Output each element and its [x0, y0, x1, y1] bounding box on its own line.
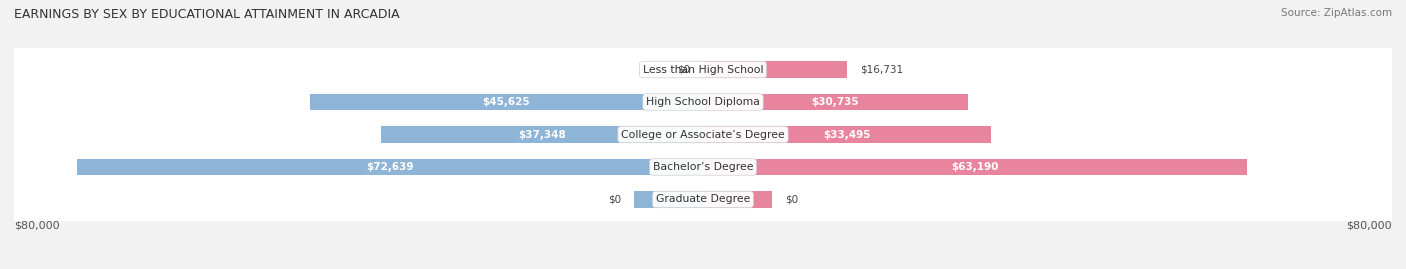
FancyBboxPatch shape — [14, 0, 1392, 269]
Text: $45,625: $45,625 — [482, 97, 530, 107]
FancyBboxPatch shape — [11, 0, 1395, 269]
Text: $33,495: $33,495 — [824, 129, 870, 140]
Bar — [634, 191, 703, 208]
FancyBboxPatch shape — [14, 0, 1392, 269]
Bar — [703, 61, 846, 78]
Text: $80,000: $80,000 — [14, 221, 59, 231]
Text: $30,735: $30,735 — [811, 97, 859, 107]
Text: $0: $0 — [676, 65, 690, 75]
Text: Bachelor’s Degree: Bachelor’s Degree — [652, 162, 754, 172]
Bar — [381, 126, 703, 143]
Text: Source: ZipAtlas.com: Source: ZipAtlas.com — [1281, 8, 1392, 18]
Text: $72,639: $72,639 — [367, 162, 413, 172]
Text: $0: $0 — [785, 194, 799, 204]
FancyBboxPatch shape — [11, 0, 1395, 269]
Text: $37,348: $37,348 — [519, 129, 567, 140]
FancyBboxPatch shape — [11, 0, 1395, 269]
Text: Graduate Degree: Graduate Degree — [655, 194, 751, 204]
Bar — [703, 158, 1247, 175]
Text: $16,731: $16,731 — [860, 65, 903, 75]
Bar — [311, 94, 703, 111]
FancyBboxPatch shape — [14, 0, 1392, 269]
Text: $63,190: $63,190 — [952, 162, 998, 172]
Text: $0: $0 — [607, 194, 621, 204]
FancyBboxPatch shape — [14, 0, 1392, 269]
FancyBboxPatch shape — [14, 0, 1392, 269]
Text: EARNINGS BY SEX BY EDUCATIONAL ATTAINMENT IN ARCADIA: EARNINGS BY SEX BY EDUCATIONAL ATTAINMEN… — [14, 8, 399, 21]
FancyBboxPatch shape — [11, 0, 1395, 269]
Text: High School Diploma: High School Diploma — [647, 97, 759, 107]
Bar — [77, 158, 703, 175]
Bar — [703, 191, 772, 208]
Bar — [703, 94, 967, 111]
Text: College or Associate’s Degree: College or Associate’s Degree — [621, 129, 785, 140]
Text: Less than High School: Less than High School — [643, 65, 763, 75]
FancyBboxPatch shape — [11, 0, 1395, 269]
Text: $80,000: $80,000 — [1347, 221, 1392, 231]
Bar — [703, 126, 991, 143]
